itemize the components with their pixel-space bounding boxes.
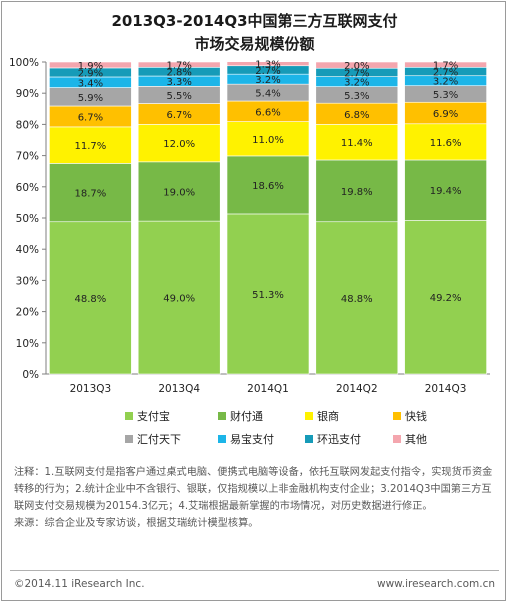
- legend-swatch: [393, 435, 401, 443]
- y-tick-label: 90%: [16, 88, 39, 100]
- bar-segment: [226, 155, 310, 215]
- chart-title-line2: 市场交易规模份额: [194, 35, 315, 53]
- bar-segment: [137, 124, 221, 163]
- footer-copyright: ©2014.11 iResearch Inc.: [14, 578, 145, 590]
- data-label: 6.8%: [344, 110, 369, 121]
- data-label: 5.5%: [166, 91, 191, 102]
- data-label: 1.9%: [78, 61, 103, 72]
- legend-swatch: [125, 412, 133, 420]
- data-label: 11.6%: [430, 138, 462, 149]
- bar-segment: [137, 61, 221, 68]
- x-tick-label: 2013Q3: [70, 383, 112, 395]
- legend-label: 汇付天下: [137, 433, 181, 446]
- x-tick-label: 2014Q2: [336, 383, 378, 395]
- bar-segment: [315, 61, 399, 69]
- data-label: 2.7%: [255, 66, 280, 77]
- bar-segment: [49, 61, 132, 69]
- y-tick-label: 50%: [16, 213, 39, 225]
- data-label: 6.7%: [166, 110, 191, 121]
- data-label: 6.9%: [433, 109, 458, 120]
- y-tick-label: 0%: [22, 369, 39, 381]
- y-tick-label: 70%: [16, 151, 39, 163]
- data-label: 18.6%: [252, 181, 284, 192]
- data-label: 19.0%: [163, 187, 195, 198]
- legend-swatch: [305, 435, 313, 443]
- bar-segment: [315, 159, 399, 223]
- bar-segment: [226, 121, 310, 157]
- bar-segment: [404, 123, 487, 161]
- data-label: 12.0%: [163, 139, 195, 150]
- data-label: 3.2%: [255, 75, 280, 86]
- data-label: 11.4%: [341, 138, 373, 149]
- data-label: 11.7%: [75, 141, 107, 152]
- data-label: 49.2%: [430, 293, 462, 304]
- data-label: 5.3%: [433, 90, 458, 101]
- bar-segment: [49, 126, 132, 164]
- data-label: 2.7%: [433, 68, 458, 79]
- x-tick-label: 2013Q4: [158, 383, 200, 395]
- bar-segment: [404, 159, 487, 221]
- legend-label: 银商: [317, 409, 339, 423]
- y-tick-label: 80%: [16, 119, 39, 131]
- data-label: 19.4%: [430, 186, 462, 197]
- legend-swatch: [305, 412, 313, 420]
- notes-text: 注释：1.互联网支付是指客户通过桌式电脑、便携式电脑等设备，依托互联网发起支付指…: [14, 467, 493, 512]
- data-label: 18.7%: [75, 189, 107, 200]
- legend-swatch: [218, 435, 226, 443]
- legend-swatch: [218, 412, 226, 420]
- y-tick-label: 60%: [16, 182, 39, 194]
- chart-notes: 注释：1.互联网支付是指客户通过桌式电脑、便携式电脑等设备，依托互联网发起支付指…: [14, 464, 496, 532]
- data-label: 49.0%: [163, 294, 195, 305]
- data-label: 48.8%: [341, 294, 373, 305]
- data-label: 48.8%: [75, 294, 107, 305]
- legend-label: 财付通: [230, 409, 263, 423]
- legend-swatch: [393, 412, 401, 420]
- y-tick-label: 30%: [16, 275, 39, 287]
- data-label: 3.2%: [433, 77, 458, 88]
- legend-label: 环迅支付: [317, 433, 361, 446]
- source-text: 来源：综合企业及专家访谈，根据艾瑞统计模型核算。: [14, 518, 259, 529]
- legend-label: 快钱: [405, 409, 427, 423]
- data-label: 19.8%: [341, 187, 373, 198]
- y-tick-label: 100%: [9, 57, 39, 69]
- data-label: 2.7%: [344, 68, 369, 79]
- bar-segment: [315, 124, 399, 161]
- data-label: 2.0%: [344, 61, 369, 72]
- chart-title-line1: 2013Q3-2014Q3中国第三方互联网支付: [111, 12, 398, 30]
- bar-segment: [404, 61, 487, 68]
- data-label: 5.3%: [344, 91, 369, 102]
- bar-segment: [137, 161, 221, 222]
- data-label: 5.9%: [78, 93, 103, 104]
- y-tick-label: 40%: [16, 244, 39, 256]
- data-label: 5.4%: [255, 89, 280, 100]
- y-tick-label: 20%: [16, 307, 39, 319]
- bar-segment: [226, 61, 310, 67]
- bar-segment: [226, 213, 310, 375]
- legend-label: 支付宝: [137, 409, 170, 423]
- data-label: 11.0%: [252, 135, 284, 146]
- data-label: 2.9%: [78, 68, 103, 79]
- data-label: 1.7%: [166, 61, 191, 72]
- x-tick-label: 2014Q1: [247, 383, 289, 395]
- data-label: 3.2%: [344, 78, 369, 89]
- legend-swatch: [125, 435, 133, 443]
- data-label: 3.4%: [78, 78, 103, 89]
- data-label: 6.6%: [255, 107, 280, 118]
- data-label: 51.3%: [252, 290, 284, 301]
- bar-segment: [315, 221, 399, 375]
- data-label: 6.7%: [78, 112, 103, 123]
- legend-label: 易宝支付: [230, 432, 274, 446]
- bar-segment: [404, 220, 487, 375]
- x-tick-label: 2014Q3: [425, 383, 467, 395]
- y-tick-label: 10%: [16, 338, 39, 350]
- bar-segment: [137, 220, 221, 375]
- data-label: 3.3%: [166, 77, 191, 88]
- footer-website: www.iresearch.com.cn: [376, 578, 495, 590]
- footer-divider: [10, 570, 499, 571]
- data-label: 2.8%: [166, 68, 191, 79]
- data-label: 1.3%: [255, 60, 280, 71]
- data-label: 1.7%: [433, 61, 458, 72]
- stacked-bar-chart: 0% 10% 20% 30% 40% 50% 60% 70% 80% 90% 100% 48.8% 18…: [9, 57, 490, 446]
- legend-label: 其他: [405, 433, 427, 446]
